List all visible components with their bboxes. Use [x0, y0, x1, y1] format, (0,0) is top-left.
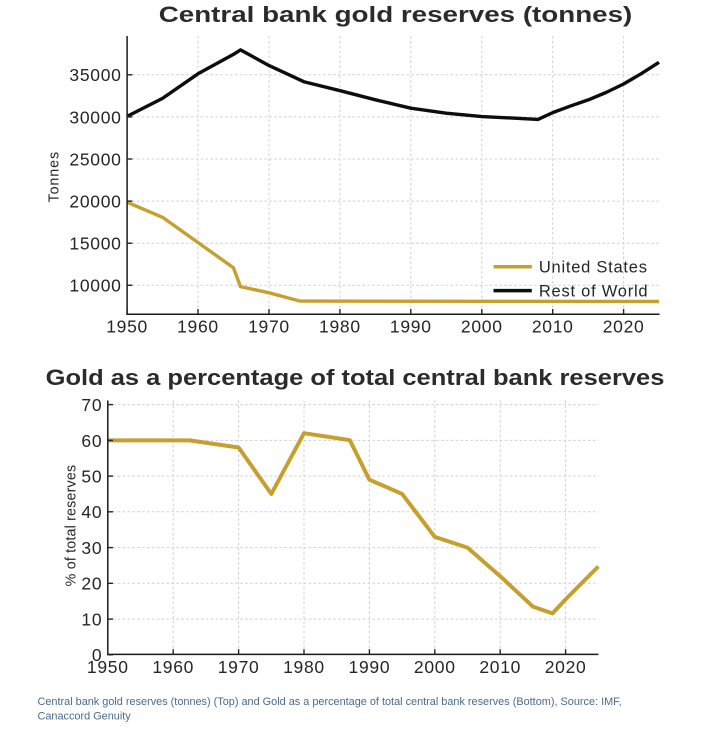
svg-text:40: 40 — [81, 502, 102, 522]
svg-text:20000: 20000 — [69, 192, 121, 212]
svg-text:30: 30 — [81, 538, 102, 558]
svg-text:Gold as a percentage of total: Gold as a percentage of total central ba… — [46, 367, 665, 391]
svg-text:Rest of World: Rest of World — [539, 283, 648, 301]
svg-text:1990: 1990 — [390, 316, 432, 336]
svg-text:2020: 2020 — [603, 316, 645, 336]
svg-text:70: 70 — [81, 395, 102, 415]
svg-text:Canaccord Genuity: Canaccord Genuity — [38, 711, 132, 723]
svg-text:35000: 35000 — [69, 65, 121, 85]
svg-text:30000: 30000 — [69, 107, 121, 127]
svg-text:1990: 1990 — [349, 657, 391, 677]
svg-text:1950: 1950 — [87, 657, 129, 677]
svg-text:Central bank gold reserves (to: Central bank gold reserves (tonnes) (Top… — [38, 696, 622, 708]
svg-text:10: 10 — [81, 610, 102, 630]
svg-text:25000: 25000 — [69, 149, 121, 169]
svg-text:2020: 2020 — [545, 657, 587, 677]
svg-text:50: 50 — [81, 467, 102, 487]
svg-text:2010: 2010 — [479, 657, 521, 677]
svg-text:1970: 1970 — [218, 657, 260, 677]
svg-text:20: 20 — [81, 574, 102, 594]
svg-text:1960: 1960 — [152, 657, 194, 677]
svg-text:% of total reserves: % of total reserves — [64, 465, 80, 587]
svg-text:Central bank gold reserves (to: Central bank gold reserves (tonnes) — [159, 3, 633, 27]
svg-text:0: 0 — [92, 645, 102, 665]
svg-text:Tonnes: Tonnes — [46, 151, 62, 203]
svg-text:2000: 2000 — [461, 316, 503, 336]
svg-text:1980: 1980 — [319, 316, 361, 336]
svg-text:1970: 1970 — [248, 316, 290, 336]
svg-text:2000: 2000 — [414, 657, 456, 677]
svg-text:2010: 2010 — [532, 316, 574, 336]
svg-text:10000: 10000 — [69, 276, 121, 296]
svg-text:15000: 15000 — [69, 234, 121, 254]
svg-text:1950: 1950 — [106, 316, 148, 336]
svg-text:United States: United States — [539, 259, 648, 277]
svg-text:1960: 1960 — [177, 316, 219, 336]
svg-text:60: 60 — [81, 431, 102, 451]
svg-text:1980: 1980 — [283, 657, 325, 677]
